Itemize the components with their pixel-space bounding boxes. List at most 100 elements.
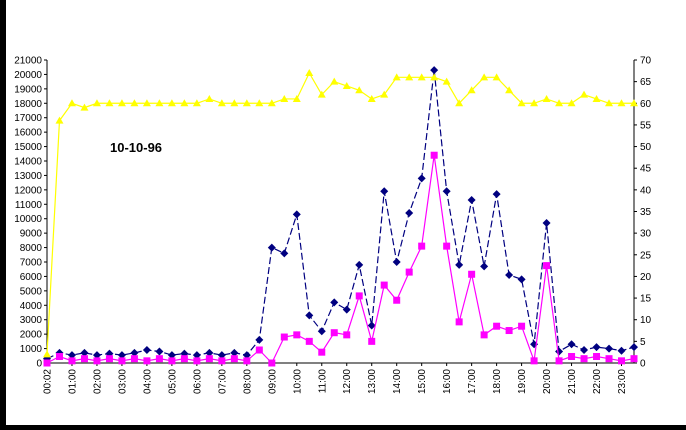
series-3-point <box>367 94 376 102</box>
series-3-point <box>567 99 576 107</box>
series-3-point <box>130 99 139 107</box>
series-1-point <box>455 260 464 269</box>
series-1-point <box>242 351 251 360</box>
x-tick-label: 12:00 <box>342 369 353 394</box>
y-left-tick-label: 15000 <box>14 142 42 153</box>
y-left-tick-label: 2000 <box>20 330 43 341</box>
series-3-point <box>217 99 226 107</box>
series-2-point <box>105 355 113 363</box>
x-tick-label: 11:00 <box>317 369 328 394</box>
y-right-tick-label: 45 <box>640 164 652 175</box>
series-2-point <box>305 337 313 345</box>
series-1-point <box>80 348 89 357</box>
series-2-point <box>193 357 201 365</box>
x-tick-label: 22:00 <box>592 369 603 394</box>
series-2-point <box>530 357 538 365</box>
series-3-point <box>292 94 301 102</box>
series-1-point <box>617 346 626 355</box>
series-1-point <box>167 351 176 360</box>
series-3-point <box>392 73 401 81</box>
series-3-point <box>617 99 626 107</box>
chart-annotation: 10-10-96 <box>110 140 162 155</box>
y-left-tick-label: 4000 <box>20 301 43 312</box>
y-left-tick-label: 18000 <box>14 99 42 110</box>
y-left-tick-label: 12000 <box>14 185 42 196</box>
x-tick-label: 21:00 <box>567 369 578 394</box>
series-2-point <box>580 355 588 363</box>
series-1-point <box>355 260 364 269</box>
x-tick-label: 20:00 <box>542 369 553 394</box>
series-1-point <box>342 305 351 314</box>
x-tick-label: 17:00 <box>467 369 478 394</box>
series-1-point <box>480 262 489 271</box>
series-2-point <box>180 355 188 363</box>
series-3-point <box>192 99 201 107</box>
series-1-point <box>555 347 564 356</box>
series-2-point <box>343 331 351 339</box>
x-tick-label: 19:00 <box>517 369 528 394</box>
series-2-point <box>205 355 213 363</box>
series-2-point <box>93 357 101 365</box>
y-left-tick-label: 0 <box>36 359 42 370</box>
series-line-1 <box>46 70 635 360</box>
series-2-point <box>480 331 488 339</box>
series-2-point <box>293 331 301 339</box>
series-2-point <box>255 346 263 354</box>
series-2-point <box>630 355 638 363</box>
series-2-point <box>243 357 251 365</box>
series-2-point <box>543 262 551 270</box>
y-right-tick-label: 55 <box>640 120 652 131</box>
series-2-point <box>168 357 176 365</box>
series-2-point <box>355 292 363 300</box>
series-1-point <box>142 346 151 355</box>
x-tick-label: 18:00 <box>492 369 503 394</box>
series-3-point <box>267 99 276 107</box>
series-2-point <box>230 355 238 363</box>
series-3-point <box>417 73 426 81</box>
series-1-point <box>117 351 126 360</box>
series-3-point <box>517 99 526 107</box>
x-tick-label: 03:00 <box>117 369 128 394</box>
series-2-point <box>593 353 601 361</box>
series-2-point <box>393 296 401 304</box>
series-1-point <box>92 351 101 360</box>
x-tick-label: 09:00 <box>267 369 278 394</box>
series-1-point <box>592 343 601 352</box>
y-right-tick-label: 60 <box>640 99 652 110</box>
y-left-tick-label: 16000 <box>14 128 42 139</box>
y-left-tick-label: 14000 <box>14 157 42 168</box>
series-1-point <box>367 321 376 330</box>
x-tick-label: 14:00 <box>392 369 403 394</box>
series-2-point <box>468 270 476 278</box>
series-3-point <box>492 73 501 81</box>
series-1-point <box>605 344 614 353</box>
series-2-point <box>418 242 426 250</box>
series-3-point <box>442 77 451 85</box>
series-1-point <box>292 210 301 219</box>
series-3-point <box>255 99 264 107</box>
series-3-point <box>505 86 514 94</box>
y-right-tick-label: 35 <box>640 207 652 218</box>
series-3-point <box>630 99 638 107</box>
series-3-point <box>455 99 464 107</box>
series-2-point <box>618 357 626 365</box>
series-3-point <box>280 94 289 102</box>
series-2-point <box>318 348 326 356</box>
y-left-tick-label: 7000 <box>20 258 43 269</box>
series-1-point <box>430 66 439 75</box>
series-3-point <box>430 73 439 81</box>
series-1-point <box>505 270 514 279</box>
series-3-point <box>405 73 414 81</box>
series-3-point <box>105 99 114 107</box>
series-3-point <box>542 94 551 102</box>
series-3-point <box>55 116 64 124</box>
series-1-point <box>567 340 576 349</box>
series-3-point <box>80 103 89 111</box>
series-2-point <box>405 268 413 276</box>
series-3-point <box>555 99 564 107</box>
series-2-point <box>368 337 376 345</box>
series-2-point <box>568 353 576 361</box>
series-2-point <box>155 355 163 363</box>
series-1-point <box>317 327 326 336</box>
series-1-point <box>405 208 414 217</box>
